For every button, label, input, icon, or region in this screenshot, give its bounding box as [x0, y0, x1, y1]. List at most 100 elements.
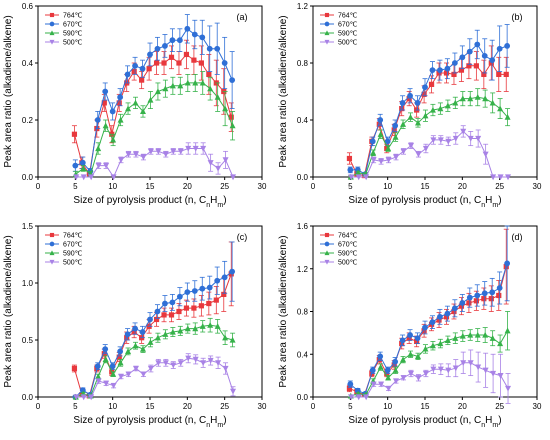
- marker-square: [49, 232, 55, 238]
- marker-square: [443, 70, 450, 76]
- marker-triangle-down: [497, 373, 504, 379]
- marker-triangle: [377, 363, 384, 370]
- marker-triangle: [229, 122, 236, 129]
- x-tick-label: 10: [108, 182, 117, 191]
- legend-label: 500℃: [338, 40, 358, 47]
- marker-triangle: [139, 345, 146, 352]
- marker-triangle-down: [73, 394, 80, 401]
- marker-triangle-down: [348, 394, 355, 401]
- marker-triangle-down: [497, 174, 504, 181]
- marker-circle: [481, 290, 488, 297]
- marker-triangle-down: [505, 174, 512, 181]
- marker-circle: [206, 45, 213, 52]
- marker-circle: [79, 159, 86, 166]
- series-590C: [347, 88, 511, 180]
- marker-circle: [407, 332, 413, 338]
- panel-label: (c): [237, 232, 248, 242]
- marker-square: [71, 365, 78, 372]
- marker-triangle-down: [222, 157, 229, 164]
- x-tick-label: 20: [458, 402, 467, 411]
- series-590C: [72, 71, 236, 178]
- marker-square: [443, 314, 450, 320]
- marker-circle: [407, 92, 413, 99]
- marker-square: [124, 335, 130, 341]
- marker-circle: [132, 325, 138, 332]
- marker-square: [198, 60, 204, 66]
- marker-circle: [369, 367, 376, 374]
- marker-square: [376, 356, 382, 363]
- marker-triangle-down: [393, 154, 400, 161]
- marker-square: [183, 51, 190, 58]
- marker-triangle: [422, 345, 429, 352]
- y-axis-label: Peak area ratio (alkadiene/alkene): [3, 15, 14, 167]
- marker-circle: [392, 358, 399, 365]
- legend-label: 670℃: [338, 242, 358, 249]
- marker-triangle-down: [103, 163, 110, 169]
- marker-triangle-down: [490, 174, 497, 181]
- marker-square: [228, 114, 234, 120]
- legend-label: 764℃: [338, 13, 358, 20]
- marker-circle: [124, 71, 131, 78]
- marker-triangle: [214, 323, 221, 329]
- marker-square: [161, 312, 167, 318]
- marker-circle: [444, 65, 451, 72]
- marker-triangle-down: [467, 135, 474, 142]
- marker-square: [146, 66, 152, 72]
- marker-triangle-down: [475, 135, 482, 142]
- series-line: [351, 130, 508, 178]
- marker-triangle: [489, 335, 496, 341]
- marker-triangle-down: [393, 378, 400, 385]
- marker-square: [414, 338, 420, 345]
- marker-triangle: [214, 94, 221, 100]
- marker-circle: [117, 94, 124, 101]
- marker-triangle-down: [207, 160, 214, 166]
- marker-triangle-down: [177, 360, 184, 366]
- marker-circle: [214, 45, 221, 52]
- x-tick-label: 30: [533, 402, 542, 411]
- marker-circle: [384, 367, 391, 374]
- marker-circle: [221, 274, 228, 281]
- marker-triangle: [474, 331, 481, 338]
- marker-triangle: [222, 105, 229, 112]
- marker-square: [206, 71, 212, 77]
- marker-circle: [504, 260, 511, 267]
- marker-triangle-down: [73, 174, 80, 181]
- marker-triangle-down: [185, 145, 192, 152]
- marker-circle: [444, 310, 451, 317]
- marker-triangle-down: [415, 375, 422, 381]
- y-tick-label: 1.2: [297, 2, 309, 11]
- marker-triangle-down: [445, 367, 452, 374]
- marker-triangle-down: [200, 145, 207, 152]
- marker-square: [451, 71, 457, 77]
- marker-circle: [429, 67, 436, 74]
- marker-triangle-down: [49, 259, 55, 265]
- marker-square: [153, 316, 160, 323]
- marker-circle: [347, 381, 354, 388]
- marker-triangle: [459, 332, 466, 339]
- x-tick-label: 0: [36, 182, 41, 191]
- marker-circle: [199, 285, 206, 292]
- marker-triangle-down: [103, 380, 110, 387]
- marker-square: [481, 71, 487, 77]
- marker-circle: [414, 100, 421, 106]
- marker-triangle: [110, 371, 117, 377]
- series-line: [351, 362, 509, 398]
- x-tick-label: 15: [146, 182, 155, 191]
- marker-triangle: [429, 342, 436, 349]
- marker-square: [346, 155, 353, 162]
- marker-triangle: [400, 121, 407, 127]
- marker-square: [473, 63, 479, 69]
- marker-circle: [184, 289, 191, 296]
- marker-circle: [139, 65, 146, 72]
- marker-triangle-down: [385, 385, 392, 392]
- x-tick-label: 25: [495, 402, 504, 411]
- marker-square: [466, 300, 472, 306]
- marker-triangle: [482, 95, 489, 102]
- y-tick-label: 0.5: [22, 336, 34, 345]
- marker-square: [376, 121, 382, 127]
- y-tick-label: 0.0: [297, 173, 309, 182]
- marker-triangle: [177, 327, 184, 334]
- marker-circle: [466, 294, 473, 301]
- marker-square: [406, 96, 412, 102]
